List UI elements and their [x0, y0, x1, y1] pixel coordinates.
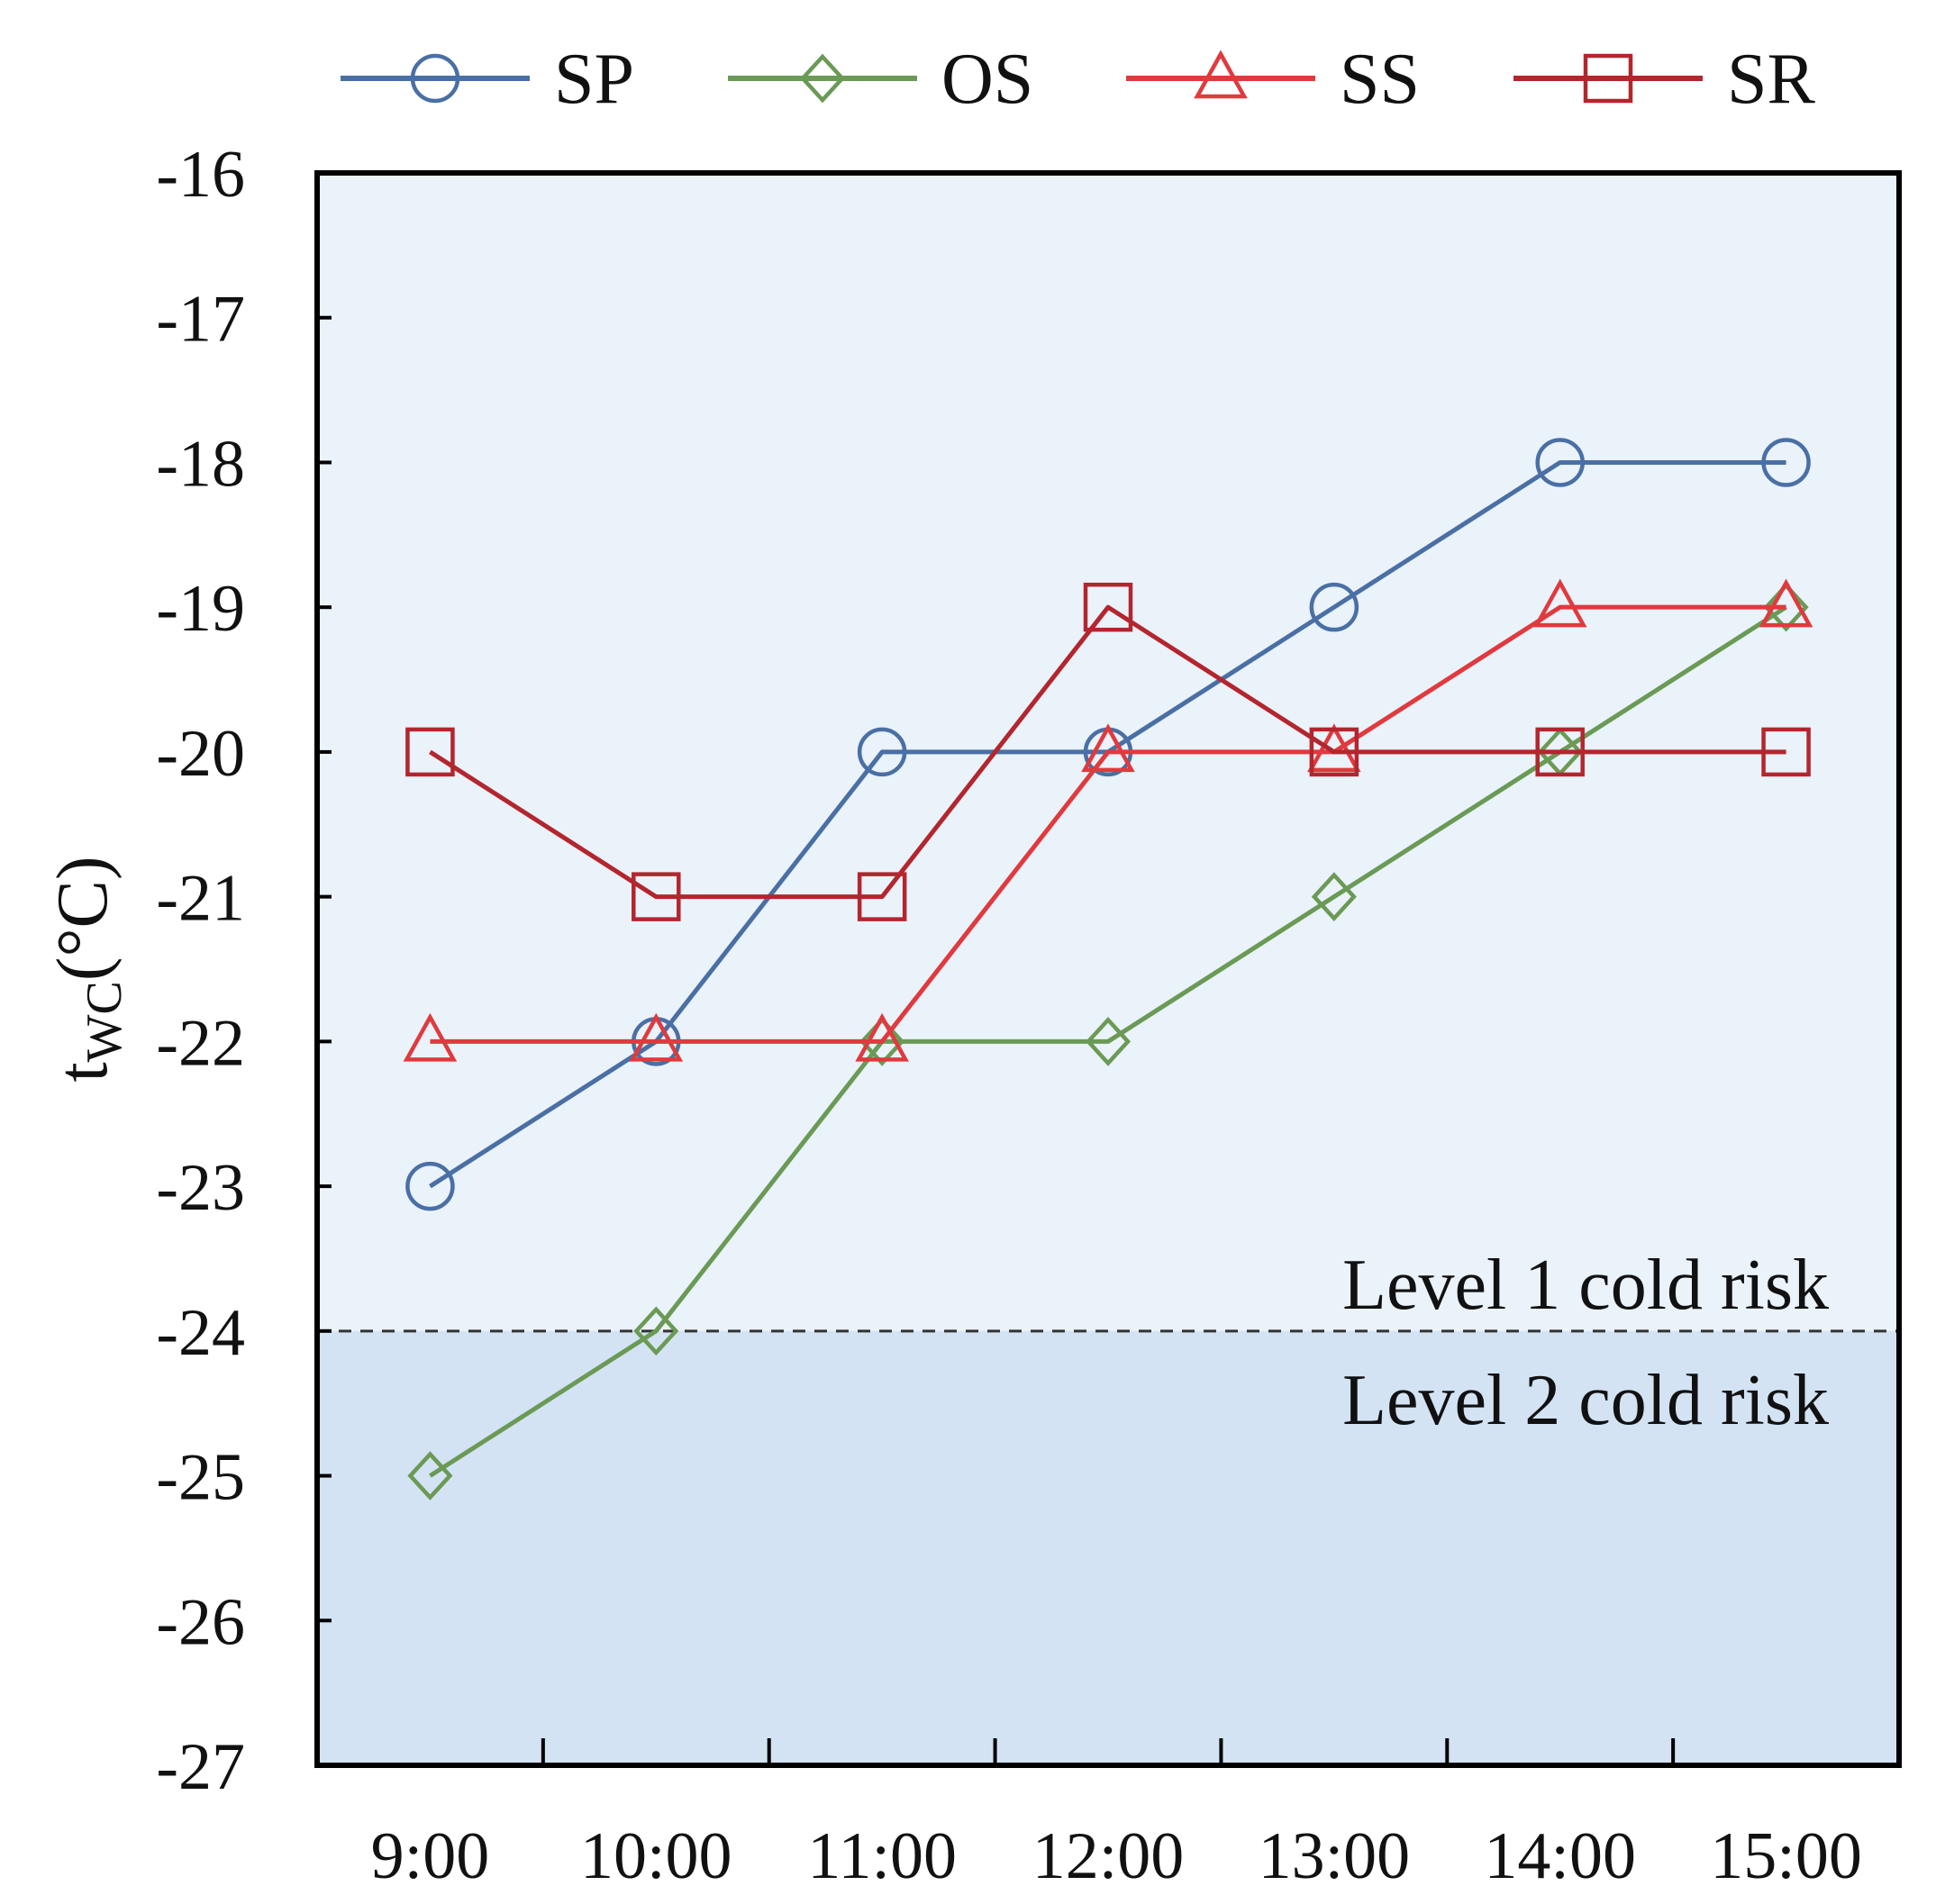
series-ss-point: [1532, 578, 1587, 628]
series-ss-point: [855, 1012, 909, 1062]
legend-marker-sp: [410, 53, 460, 104]
y-tick-label: -24: [156, 1296, 245, 1370]
series-sr: [405, 582, 1811, 921]
legend-item-ss: SS: [1126, 40, 1420, 119]
x-tick-label: 11:00: [807, 1819, 957, 1893]
x-tick-label: 14:00: [1484, 1819, 1636, 1893]
series-sp-point: [1761, 438, 1811, 487]
legend-marker-os: [799, 53, 846, 104]
y-tick-label: -23: [156, 1151, 245, 1225]
level-1-label: Level 1 cold risk: [1342, 1246, 1829, 1325]
legend-label-os: OS: [941, 40, 1033, 119]
legend: SP OS SS SR: [341, 40, 1815, 119]
y-tick-label: -19: [156, 572, 245, 646]
series-sr-point: [1535, 727, 1585, 777]
series-sr-point: [1761, 727, 1811, 777]
y-axis-title-unit: (°C): [43, 856, 123, 981]
series-sp-point: [1309, 582, 1359, 632]
y-tick-label: -25: [156, 1441, 245, 1515]
series-os-point: [407, 1451, 453, 1501]
legend-label-sr: SR: [1727, 40, 1815, 119]
series-os-point: [633, 1306, 679, 1356]
x-tick-label: 15:00: [1710, 1819, 1862, 1893]
series-ss-point: [403, 1012, 458, 1062]
y-tick-label: -22: [156, 1006, 245, 1080]
y-axis: -16 -17 -18 -19 -20 -21 -22 -23 -24 -25 -26 -27: [156, 138, 332, 1804]
series-os-point: [859, 1017, 905, 1066]
x-tick-label: 13:00: [1259, 1819, 1411, 1893]
y-axis-title-subscript: WC: [77, 981, 132, 1062]
x-tick-label: 10:00: [580, 1819, 732, 1893]
plot-frame: [314, 170, 1902, 1768]
y-tick-label: -27: [156, 1730, 245, 1804]
legend-label-ss: SS: [1340, 40, 1420, 119]
series-sp-point: [857, 727, 907, 777]
y-tick-label: -16: [156, 138, 245, 212]
y-tick-label: -17: [156, 283, 245, 357]
legend-marker-sr: [1583, 53, 1633, 104]
series-sr-line: [429, 604, 1786, 900]
legend-item-os: OS: [728, 40, 1033, 119]
y-axis-title-main: t: [43, 1062, 123, 1082]
series-ss-line: [430, 604, 1786, 1044]
series-sp-point: [405, 1161, 455, 1211]
series-os-point: [1085, 1017, 1132, 1066]
series-ss-point: [1307, 723, 1361, 773]
x-tick-label: 9:00: [371, 1819, 490, 1893]
y-tick-label: -18: [156, 427, 245, 501]
series-sr-point: [405, 727, 455, 777]
y-tick-label: -26: [156, 1585, 245, 1659]
series-sr-point: [1083, 582, 1133, 632]
level-2-region: [317, 1330, 1899, 1765]
series-ss-point: [1081, 723, 1135, 773]
legend-item-sp: SP: [341, 40, 634, 119]
series-ss: [403, 578, 1813, 1062]
series-sp-point: [1535, 438, 1585, 487]
series-sr-point: [1309, 727, 1359, 777]
series-os-point: [1311, 872, 1357, 921]
series-ss-point: [1759, 578, 1813, 628]
y-tick-label: -20: [156, 717, 245, 791]
legend-item-sr: SR: [1513, 40, 1815, 119]
series-sr-point: [857, 872, 907, 921]
x-tick-label: 12:00: [1032, 1819, 1185, 1893]
series-layer: [403, 438, 1813, 1501]
series-os-point: [1763, 582, 1809, 632]
x-axis: 9:00 10:00 11:00 12:00 13:00 14:00 15:00: [371, 1738, 1862, 1893]
level-2-label: Level 2 cold risk: [1342, 1361, 1829, 1440]
series-sr-point: [632, 872, 681, 921]
series-ss-point: [629, 1012, 684, 1062]
y-axis-title: tWC(°C): [43, 856, 132, 1082]
y-tick-label: -21: [156, 862, 245, 936]
legend-marker-ss: [1194, 50, 1248, 99]
legend-label-sp: SP: [554, 40, 634, 119]
